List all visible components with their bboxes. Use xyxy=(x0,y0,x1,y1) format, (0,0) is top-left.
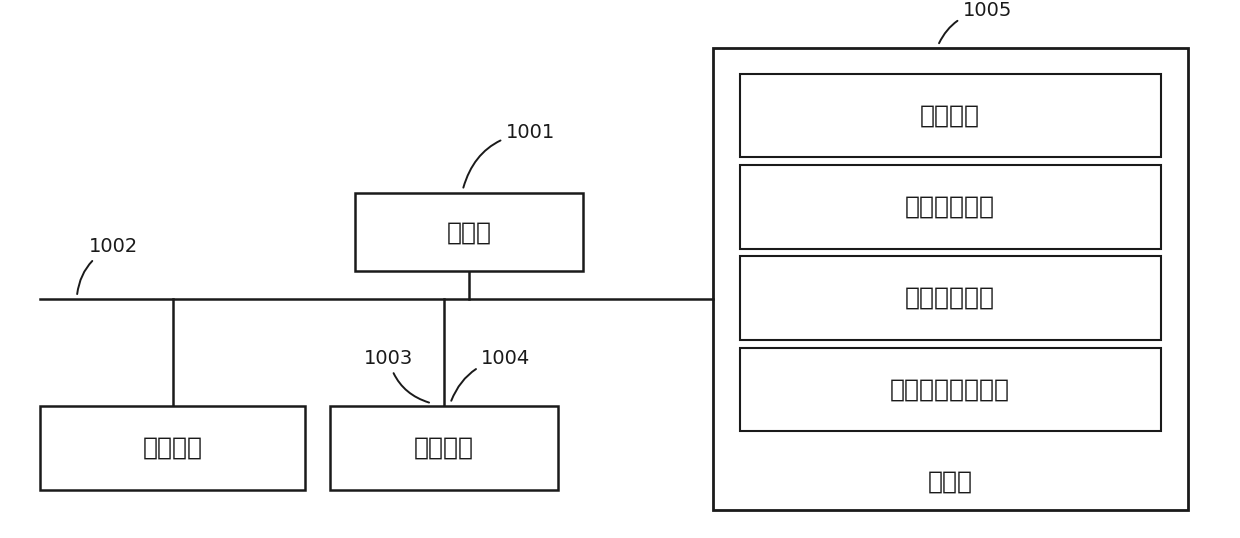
Text: 1001: 1001 xyxy=(464,123,556,188)
Text: 1002: 1002 xyxy=(77,237,139,294)
Bar xyxy=(713,48,1188,510)
Text: 操作系统: 操作系统 xyxy=(920,103,980,128)
Text: 网络接口: 网络接口 xyxy=(414,436,474,460)
Bar xyxy=(330,406,558,490)
Text: 1003: 1003 xyxy=(363,349,429,402)
Text: 1004: 1004 xyxy=(451,349,531,401)
Bar xyxy=(740,74,1161,157)
Text: 网络通信模块: 网络通信模块 xyxy=(905,195,996,219)
Bar xyxy=(740,165,1161,249)
Bar xyxy=(740,256,1161,340)
Text: 存储器: 存储器 xyxy=(928,470,972,494)
Text: 用户接口模块: 用户接口模块 xyxy=(905,286,996,310)
Bar xyxy=(355,193,583,272)
Text: 处理器: 处理器 xyxy=(446,220,491,244)
Bar xyxy=(40,406,305,490)
Bar xyxy=(740,348,1161,431)
Text: 1005: 1005 xyxy=(939,2,1012,43)
Text: 人脸识别收费程序: 人脸识别收费程序 xyxy=(890,377,1011,401)
Text: 用户接口: 用户接口 xyxy=(143,436,202,460)
